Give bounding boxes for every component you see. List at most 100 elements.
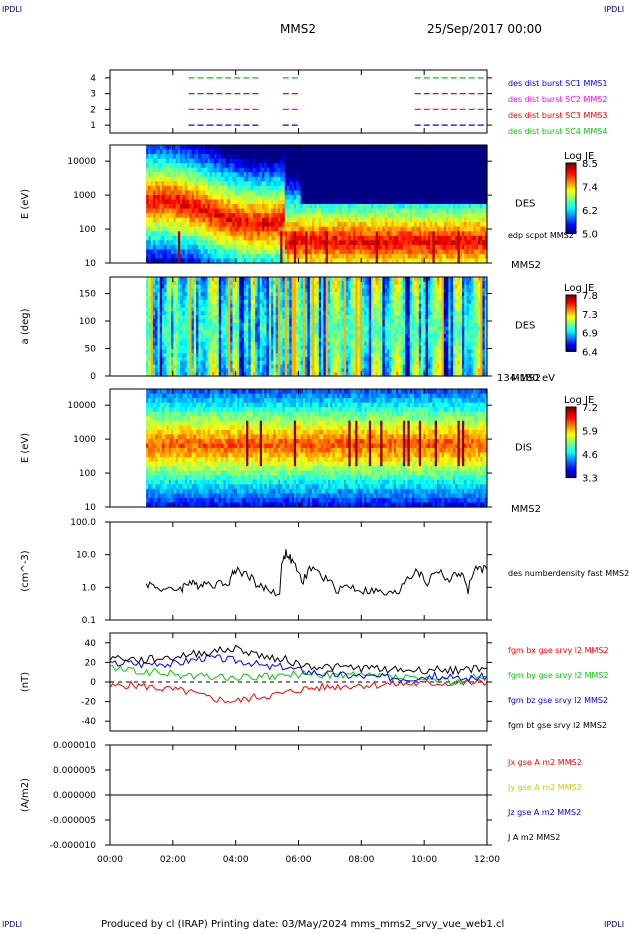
- des-energy-y-tick-label: 100: [79, 225, 96, 235]
- des-pitch-energy-range-label: 134-180 eV: [497, 373, 555, 384]
- des-energy-y-tick-label: 10: [85, 259, 97, 269]
- des-energy-y-axis-label: E (eV): [20, 189, 31, 219]
- des-pitch-colorbar-tick-label: 7.8: [582, 291, 598, 302]
- des-pitch-colorbar-frame: [565, 294, 577, 352]
- current-density-y-tick-label: -0.000005: [50, 816, 96, 826]
- corner-label-bottom-right: IPDLI: [604, 920, 625, 929]
- dis-energy-y-tick-label: 1000: [73, 435, 96, 445]
- x-tick-label: 00:00: [97, 855, 123, 865]
- dis-energy-colorbar-tick-label: 4.6: [582, 450, 598, 461]
- current-density-y-tick-label: -0.000010: [50, 841, 96, 851]
- burst-legend-2: des dist burst SC2 MMS2: [508, 95, 607, 104]
- des-pitch-spacecraft-label: MMS2: [511, 373, 541, 384]
- des-energy-colorbar-tick-label: 8.5: [582, 159, 598, 170]
- current-density-y-tick-label: 0.000010: [53, 741, 96, 751]
- des-pitch-y-tick-label: 0: [90, 372, 96, 382]
- dis-energy-y-tick-label: 100: [79, 469, 96, 479]
- des-energy-colorbar-frame: [565, 162, 577, 234]
- dis-energy-y-axis-label: E (eV): [20, 433, 31, 463]
- spacecraft-title: MMS2: [280, 22, 316, 36]
- burst-legend-4: des dist burst SC4 MMS4: [508, 127, 607, 136]
- dis-energy-y-tick-label: 10: [85, 503, 97, 513]
- series-line-1: [145, 549, 488, 597]
- current-density-legend-2: Jy gse A m2 MMS2: [507, 783, 582, 792]
- current-density-y-axis-label: (A/m2): [20, 778, 31, 812]
- des-energy-spectrogram: [146, 145, 488, 264]
- dis-energy-colorbar-tick-label: 5.9: [582, 427, 598, 438]
- magnetic-field-legend-3: fgm bz gse srvy l2 MMS2: [508, 696, 608, 705]
- x-tick-label: 08:00: [348, 855, 374, 865]
- des-energy-colorbar-tick-label: 5.0: [582, 230, 598, 241]
- density-y-tick-label: 0.1: [82, 616, 96, 626]
- current-density-legend-3: Jz gse A m2 MMS2: [507, 808, 581, 817]
- des-pitch-colorbar-tick-label: 6.4: [582, 347, 598, 358]
- x-tick-label: 04:00: [223, 855, 249, 865]
- burst-availability-y-tick-label: 2: [90, 105, 96, 115]
- magnetic-field-legend-1: fgm bx gse srvy l2 MMS2: [508, 646, 609, 655]
- burst-availability-y-tick-label: 1: [90, 121, 96, 131]
- magnetic-field-y-tick-label: 40: [85, 639, 97, 649]
- des-pitch-y-tick-label: 150: [79, 290, 96, 300]
- des-pitch-colorbar-tick-label: 6.9: [582, 329, 598, 340]
- dis-energy-colorbar-tick-label: 3.3: [582, 474, 598, 485]
- magnetic-field-y-tick-label: 0: [90, 678, 96, 688]
- des-energy-y-tick-label: 10000: [67, 157, 96, 167]
- density-legend-1: des numberdensity fast MMS2: [508, 569, 629, 578]
- x-tick-label: 02:00: [160, 855, 186, 865]
- x-tick-label: 12:00: [474, 855, 500, 865]
- des-pitch-spectrogram: [146, 277, 488, 377]
- magnetic-field-y-tick-label: -40: [81, 717, 96, 727]
- dis-energy-colorbar-tick-label: 7.2: [582, 403, 598, 414]
- des-pitch-colorbar-title: Log JE: [564, 283, 594, 294]
- des-energy-colorbar-tick-label: 7.4: [582, 183, 598, 194]
- des-energy-colorbar-title: Log JE: [564, 151, 594, 162]
- corner-label-bottom-left: IPDLI: [2, 920, 23, 929]
- series-line-1: [109, 679, 488, 704]
- des-energy-y-tick-label: 1000: [73, 191, 96, 201]
- burst-legend-3: des dist burst SC3 MMS3: [508, 111, 607, 120]
- date-title: 25/Sep/2017 00:00: [427, 22, 542, 36]
- des-pitch-instrument-label: DES: [515, 320, 535, 331]
- des-pitch-y-axis-label: a (deg): [20, 308, 31, 344]
- burst-availability-y-tick-label: 3: [90, 90, 96, 100]
- dis-energy-colorbar: [566, 407, 576, 479]
- dis-energy-spectrogram: [146, 389, 488, 508]
- magnetic-field-y-tick-label: -20: [81, 698, 96, 708]
- burst-availability-frame: [109, 69, 488, 134]
- x-tick-label: 06:00: [286, 855, 312, 865]
- density-y-tick-label: 100.0: [70, 518, 96, 528]
- density-y-axis-label: (cm^-3): [20, 550, 31, 591]
- dis-energy-instrument-label: DIS: [515, 442, 532, 453]
- magnetic-field-y-tick-label: 20: [85, 658, 97, 668]
- density-y-tick-label: 10.0: [76, 551, 96, 561]
- des-energy-colorbar-tick-label: 6.2: [582, 206, 598, 217]
- magnetic-field-legend-2: fgm by gse srvy l2 MMS2: [508, 671, 609, 680]
- des-energy-colorbar: [566, 163, 576, 235]
- density-frame: [109, 521, 488, 621]
- scpot-trace: [145, 254, 149, 262]
- series-line-2: [109, 664, 488, 686]
- dis-energy-colorbar-title: Log JE: [564, 395, 594, 406]
- dis-energy-spacecraft-label: MMS2: [511, 504, 541, 515]
- magnetic-field-y-axis-label: (nT): [20, 672, 31, 692]
- corner-label-top-right: IPDLI: [604, 5, 625, 14]
- footer-text: Produced by cl (IRAP) Printing date: 03/…: [101, 919, 505, 930]
- des-energy-overlay-label: edp scpot MMS2: [508, 231, 574, 240]
- burst-legend-1: des dist burst SC1 MMS1: [508, 79, 607, 88]
- dis-energy-colorbar-frame: [565, 406, 577, 478]
- series-line-4: [109, 644, 488, 676]
- series-line-3: [109, 653, 488, 683]
- current-density-y-tick-label: 0.000000: [53, 791, 96, 801]
- multi-panel-plot: 1 2 3 4 des dist burst SC1 MMS1 des dist burs…: [20, 69, 629, 865]
- current-density-legend-4: J A m2 MMS2: [507, 833, 560, 842]
- des-energy-spacecraft-label: MMS2: [511, 260, 541, 271]
- des-energy-instrument-label: DES: [515, 198, 535, 209]
- des-pitch-colorbar-tick-label: 7.3: [582, 310, 598, 321]
- current-density-legend-1: Jx gse A m2 MMS2: [507, 758, 582, 767]
- magnetic-field-legend-4: fgm bt gse srvy l2 MMS2: [508, 721, 607, 730]
- current-density-y-tick-label: 0.000005: [53, 766, 96, 776]
- corner-label-top-left: IPDLI: [2, 5, 23, 14]
- density-y-tick-label: 1.0: [82, 583, 97, 593]
- des-pitch-y-tick-label: 100: [79, 317, 96, 327]
- dis-energy-y-tick-label: 10000: [67, 401, 96, 411]
